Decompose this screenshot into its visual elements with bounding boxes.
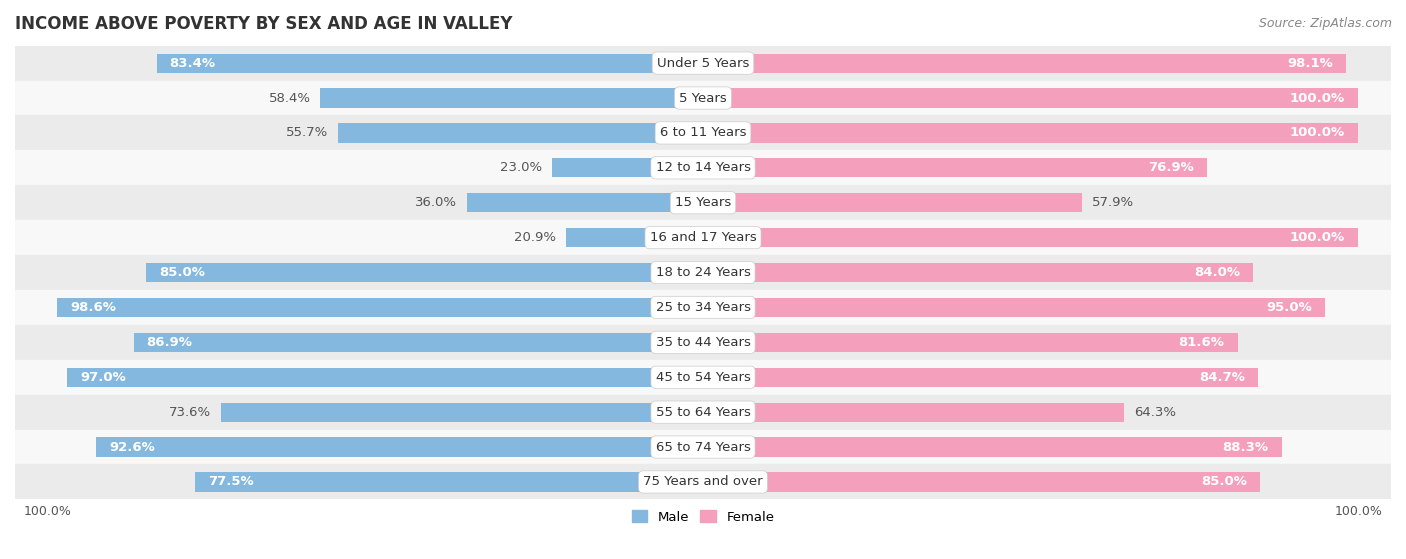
Bar	[15, 465, 1391, 499]
Text: 95.0%: 95.0%	[1267, 301, 1312, 314]
Text: 12 to 14 Years: 12 to 14 Years	[655, 162, 751, 174]
Text: 36.0%: 36.0%	[415, 196, 457, 209]
Text: 86.9%: 86.9%	[146, 336, 193, 349]
Bar	[15, 80, 1391, 116]
Text: 76.9%: 76.9%	[1149, 162, 1194, 174]
Bar	[321, 88, 703, 108]
Bar	[195, 472, 703, 491]
Bar	[56, 298, 703, 317]
Bar	[703, 228, 1358, 247]
Text: 98.1%: 98.1%	[1286, 56, 1333, 70]
Bar	[703, 193, 1083, 212]
Text: 92.6%: 92.6%	[110, 440, 155, 453]
Bar	[15, 395, 1391, 429]
Bar	[703, 472, 1260, 491]
Bar	[703, 298, 1326, 317]
Text: 15 Years: 15 Years	[675, 196, 731, 209]
Bar	[553, 158, 703, 177]
Text: 81.6%: 81.6%	[1178, 336, 1225, 349]
Text: 55.7%: 55.7%	[285, 126, 328, 139]
Bar	[67, 368, 703, 387]
Bar	[15, 46, 1391, 80]
Text: 73.6%: 73.6%	[169, 406, 211, 419]
Text: 57.9%: 57.9%	[1092, 196, 1135, 209]
Bar	[567, 228, 703, 247]
Bar	[15, 360, 1391, 395]
Text: 77.5%: 77.5%	[208, 476, 254, 489]
Bar	[15, 220, 1391, 255]
Text: 16 and 17 Years: 16 and 17 Years	[650, 231, 756, 244]
Bar	[703, 333, 1237, 352]
Text: 25 to 34 Years: 25 to 34 Years	[655, 301, 751, 314]
Bar	[134, 333, 703, 352]
Text: 84.0%: 84.0%	[1194, 266, 1240, 279]
Text: 20.9%: 20.9%	[515, 231, 557, 244]
Text: 83.4%: 83.4%	[170, 56, 215, 70]
Text: 6 to 11 Years: 6 to 11 Years	[659, 126, 747, 139]
Text: 84.7%: 84.7%	[1199, 371, 1244, 383]
Text: 5 Years: 5 Years	[679, 92, 727, 105]
Text: 64.3%: 64.3%	[1135, 406, 1177, 419]
Bar	[703, 124, 1358, 143]
Bar	[703, 438, 1282, 457]
Text: 88.3%: 88.3%	[1222, 440, 1268, 453]
Bar	[337, 124, 703, 143]
Text: 45 to 54 Years: 45 to 54 Years	[655, 371, 751, 383]
Text: 100.0%: 100.0%	[1291, 92, 1346, 105]
Text: 97.0%: 97.0%	[80, 371, 127, 383]
Text: 85.0%: 85.0%	[159, 266, 205, 279]
Text: Under 5 Years: Under 5 Years	[657, 56, 749, 70]
Bar	[146, 263, 703, 282]
Text: 100.0%: 100.0%	[1291, 231, 1346, 244]
Text: 85.0%: 85.0%	[1201, 476, 1247, 489]
Bar	[221, 402, 703, 421]
Bar	[15, 116, 1391, 150]
Bar	[15, 185, 1391, 220]
Bar	[15, 325, 1391, 360]
Bar	[96, 438, 703, 457]
Bar	[156, 54, 703, 73]
Text: INCOME ABOVE POVERTY BY SEX AND AGE IN VALLEY: INCOME ABOVE POVERTY BY SEX AND AGE IN V…	[15, 15, 513, 33]
Bar	[703, 263, 1253, 282]
Bar	[703, 54, 1346, 73]
Bar	[15, 429, 1391, 465]
Bar	[467, 193, 703, 212]
Text: 23.0%: 23.0%	[501, 162, 543, 174]
Bar	[703, 368, 1258, 387]
Bar	[703, 88, 1358, 108]
Text: 55 to 64 Years: 55 to 64 Years	[655, 406, 751, 419]
Text: 35 to 44 Years: 35 to 44 Years	[655, 336, 751, 349]
Bar	[703, 402, 1125, 421]
Text: 98.6%: 98.6%	[70, 301, 115, 314]
Legend: Male, Female: Male, Female	[626, 505, 780, 529]
Text: 18 to 24 Years: 18 to 24 Years	[655, 266, 751, 279]
Text: 100.0%: 100.0%	[1291, 126, 1346, 139]
Text: Source: ZipAtlas.com: Source: ZipAtlas.com	[1258, 17, 1392, 30]
Bar	[15, 150, 1391, 185]
Bar	[703, 158, 1206, 177]
Text: 75 Years and over: 75 Years and over	[643, 476, 763, 489]
Bar	[15, 255, 1391, 290]
Text: 58.4%: 58.4%	[269, 92, 311, 105]
Text: 65 to 74 Years: 65 to 74 Years	[655, 440, 751, 453]
Bar	[15, 290, 1391, 325]
